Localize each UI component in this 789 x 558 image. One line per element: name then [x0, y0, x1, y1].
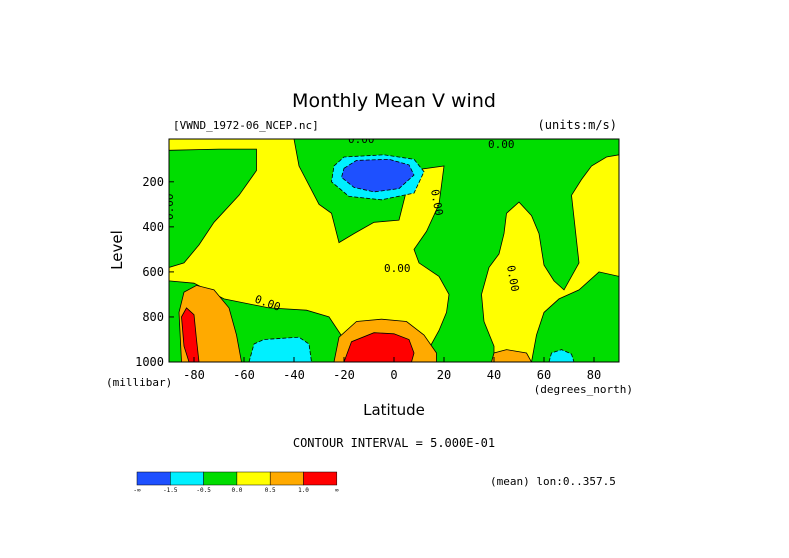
contour-region-green-1	[169, 148, 257, 268]
plot-area: 0.00 0.00 0.00 0.00 0.00 0.00 0.00 0.00 …	[135, 133, 634, 382]
x-tick-label-6: 40	[487, 368, 501, 382]
legend-swatch-5	[303, 471, 338, 486]
contour-label-2: 0.00	[488, 138, 515, 151]
contour-region-red-12	[343, 332, 415, 362]
x-tick-label-8: 80	[587, 368, 601, 382]
contour-fill-regions	[169, 139, 619, 362]
legend-label-6: ∞	[335, 487, 339, 494]
legend-swatch-2	[203, 471, 238, 486]
legend-swatch-1	[170, 471, 204, 486]
legend-label-5: 1.0	[298, 487, 309, 494]
y-tick-label-3: 800	[142, 310, 164, 324]
y-tick-label-0: 200	[142, 175, 164, 189]
contour-label-5: 0.00	[428, 188, 445, 216]
x-tick-label-2: -40	[283, 368, 305, 382]
y-axis-ticks: 200 400 600 800 1000	[135, 175, 174, 369]
legend-swatch-0	[136, 471, 171, 486]
contour-label-7: 0.00	[163, 194, 176, 221]
contour-region-orange-13	[491, 349, 532, 362]
contour-label-3: 0.00	[384, 262, 411, 275]
contour-region-blue_dark-6	[341, 158, 415, 193]
x-axis-ticks: -80 -60 -40 -20 0 20 40 60 80	[183, 357, 601, 382]
legend-label-2: -0.5	[196, 487, 211, 494]
mean-note: (mean) lon:0..357.5	[490, 475, 616, 488]
contour-label-1: 0.00	[348, 133, 375, 146]
x-tick-label-0: -80	[183, 368, 205, 382]
y-axis-label: Level	[108, 230, 126, 270]
contour-label-6: 0.00	[504, 264, 521, 292]
contour-region-blue_light-8	[548, 349, 575, 362]
units-label: (units:m/s)	[538, 118, 617, 132]
legend-label-4: 0.5	[265, 487, 276, 494]
legend-label-0: -∞	[133, 487, 141, 494]
x-tick-label-3: -20	[333, 368, 355, 382]
x-axis-label: Latitude	[363, 401, 425, 419]
legend-swatch-3	[236, 471, 271, 486]
x-tick-label-7: 60	[537, 368, 551, 382]
legend-label-3: 0.0	[231, 487, 242, 494]
x-axis-units: (degrees_north)	[534, 383, 633, 396]
x-tick-label-1: -60	[233, 368, 255, 382]
x-tick-label-5: 20	[437, 368, 451, 382]
contour-region-red-10	[181, 307, 200, 362]
contour-region-green-4	[531, 271, 619, 362]
contour-region-blue_light-7	[248, 336, 312, 362]
legend-label-1: -1.5	[163, 487, 178, 494]
y-tick-label-2: 600	[142, 265, 164, 279]
x-tick-label-4: 0	[390, 368, 397, 382]
chart-title: Monthly Mean V wind	[292, 90, 496, 112]
contour-interval-note: CONTOUR INTERVAL = 5.000E-01	[293, 436, 495, 450]
color-legend: -∞ -1.5 -0.5 0.0 0.5 1.0 ∞	[133, 471, 339, 494]
y-axis-units: (millibar)	[106, 376, 172, 389]
legend-swatch-4	[269, 471, 304, 486]
y-tick-label-4: 1000	[135, 355, 164, 369]
file-label: [VWND_1972-06_NCEP.nc]	[173, 119, 319, 132]
y-tick-label-1: 400	[142, 220, 164, 234]
contour-label-8: 0.00	[621, 207, 634, 234]
